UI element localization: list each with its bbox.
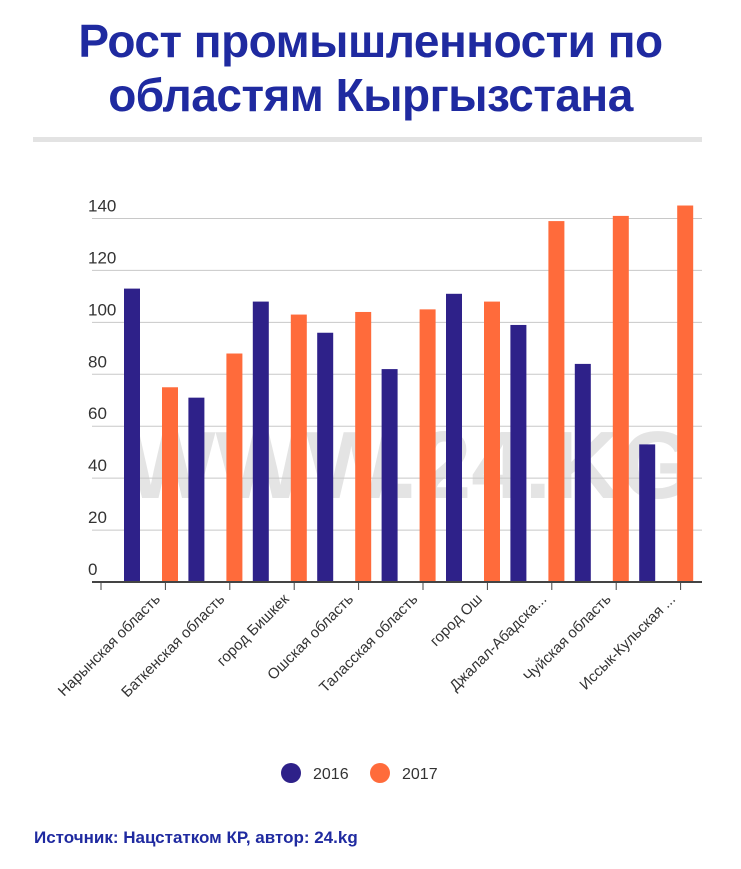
legend-marker-2017: [370, 763, 390, 783]
y-tick-label: 40: [88, 456, 107, 475]
bar-2017: [484, 301, 500, 582]
legend-label-2017: 2017: [402, 766, 438, 783]
bar-2016: [510, 324, 527, 582]
bar-2016: [446, 293, 462, 582]
bar-2017: [226, 353, 243, 582]
y-tick-label: 120: [88, 248, 116, 267]
watermark: WWW.24.KG: [125, 412, 695, 519]
bar-2017: [419, 309, 436, 582]
y-tick-label: 100: [88, 300, 116, 319]
bar-2017: [290, 314, 307, 582]
y-tick-label: 80: [88, 352, 107, 371]
y-tick-label: 20: [88, 508, 107, 527]
legend-marker-2016: [281, 763, 301, 783]
bar-2017: [548, 221, 565, 582]
y-tick-label: 140: [88, 197, 116, 216]
x-tick-label: город Ош: [427, 591, 486, 650]
bar-2016: [317, 332, 334, 582]
chart-title: Рост промышленности по областям Кыргызст…: [78, 15, 663, 121]
legend-label-2016: 2016: [313, 766, 349, 783]
source-note: Источник: Нацстатком КР, автор: 24.kg: [34, 828, 358, 847]
bar-2016: [574, 363, 591, 582]
bar-2017: [162, 387, 178, 582]
y-tick-label: 60: [88, 404, 107, 423]
bar-2016: [252, 301, 269, 582]
bar-2017: [677, 205, 694, 582]
y-tick-label: 0: [88, 560, 97, 579]
bar-2016: [639, 444, 656, 582]
bar-2016: [124, 288, 140, 582]
title-divider: [33, 137, 702, 142]
bar-2017: [355, 311, 372, 582]
bar-2017: [612, 215, 629, 582]
bar-2016: [188, 397, 205, 582]
bar-2016: [381, 369, 398, 582]
